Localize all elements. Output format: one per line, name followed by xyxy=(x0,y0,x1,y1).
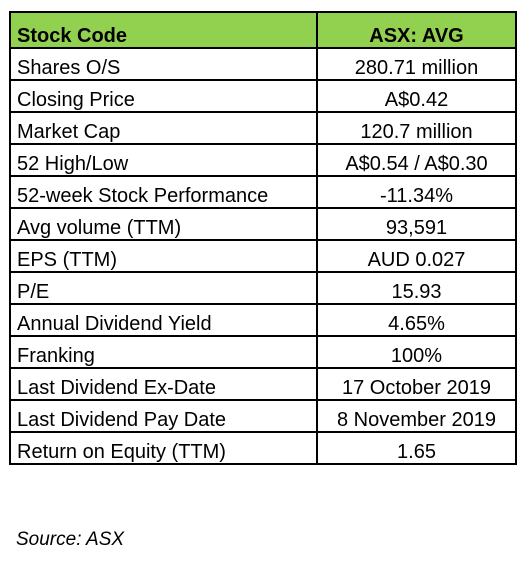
table-row: 52 High/Low A$0.54 / A$0.30 xyxy=(9,143,517,177)
row-label: Last Dividend Ex-Date xyxy=(9,367,318,401)
row-value: A$0.54 / A$0.30 xyxy=(316,143,517,177)
row-value: A$0.42 xyxy=(316,79,517,113)
row-value: 100% xyxy=(316,335,517,369)
table-header-row: Stock Code ASX: AVG xyxy=(9,11,517,49)
row-label: Franking xyxy=(9,335,318,369)
source-note: Source: ASX xyxy=(16,529,125,550)
table-row: Franking 100% xyxy=(9,335,517,369)
row-value: 15.93 xyxy=(316,271,517,305)
table-row: Last Dividend Ex-Date 17 October 2019 xyxy=(9,367,517,401)
row-label: Closing Price xyxy=(9,79,318,113)
row-value: 17 October 2019 xyxy=(316,367,517,401)
table-row: Avg volume (TTM) 93,591 xyxy=(9,207,517,241)
row-label: P/E xyxy=(9,271,318,305)
table-row: Last Dividend Pay Date 8 November 2019 xyxy=(9,399,517,433)
row-label: Last Dividend Pay Date xyxy=(9,399,318,433)
table-row: EPS (TTM) AUD 0.027 xyxy=(9,239,517,273)
header-stock-code-label: Stock Code xyxy=(9,11,318,49)
row-label: Market Cap xyxy=(9,111,318,145)
row-label: Return on Equity (TTM) xyxy=(9,431,318,465)
row-value: 93,591 xyxy=(316,207,517,241)
row-label: 52-week Stock Performance xyxy=(9,175,318,209)
row-value: 120.7 million xyxy=(316,111,517,145)
table-row: Return on Equity (TTM) 1.65 xyxy=(9,431,517,465)
row-value: 8 November 2019 xyxy=(316,399,517,433)
row-value: -11.34% xyxy=(316,175,517,209)
row-label: 52 High/Low xyxy=(9,143,318,177)
table-row: 52-week Stock Performance -11.34% xyxy=(9,175,517,209)
row-label: Avg volume (TTM) xyxy=(9,207,318,241)
table-row: Market Cap 120.7 million xyxy=(9,111,517,145)
table-row: P/E 15.93 xyxy=(9,271,517,305)
header-stock-code-value: ASX: AVG xyxy=(316,11,517,49)
row-label: Shares O/S xyxy=(9,47,318,81)
row-label: EPS (TTM) xyxy=(9,239,318,273)
table-row: Annual Dividend Yield 4.65% xyxy=(9,303,517,337)
row-value: 1.65 xyxy=(316,431,517,465)
row-value: AUD 0.027 xyxy=(316,239,517,273)
row-label: Annual Dividend Yield xyxy=(9,303,318,337)
table-row: Closing Price A$0.42 xyxy=(9,79,517,113)
row-value: 4.65% xyxy=(316,303,517,337)
stock-info-table: Stock Code ASX: AVG Shares O/S 280.71 mi… xyxy=(9,11,517,465)
table-row: Shares O/S 280.71 million xyxy=(9,47,517,81)
row-value: 280.71 million xyxy=(316,47,517,81)
